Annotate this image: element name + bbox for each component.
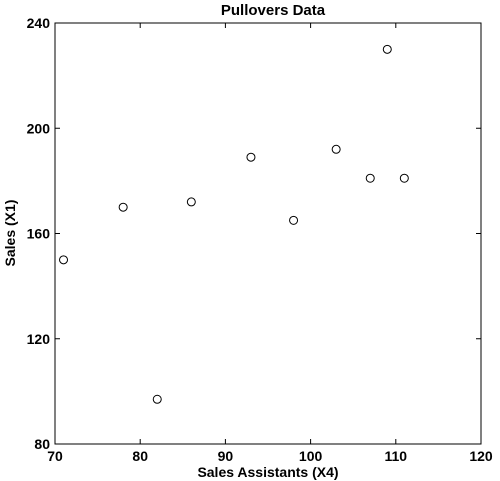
y-tick-label: 160 bbox=[27, 226, 51, 242]
data-point bbox=[399, 173, 409, 183]
y-tick-label: 80 bbox=[34, 436, 50, 452]
data-point bbox=[59, 255, 69, 265]
plot-frame bbox=[54, 22, 482, 445]
data-point bbox=[289, 215, 299, 225]
data-point bbox=[382, 44, 392, 54]
y-axis-label: Sales (X1) bbox=[2, 200, 18, 267]
x-tick-label: 90 bbox=[218, 448, 234, 464]
y-tick-label: 120 bbox=[27, 331, 51, 347]
x-tick-label: 120 bbox=[469, 448, 493, 464]
data-points bbox=[59, 44, 409, 404]
data-point bbox=[186, 197, 196, 207]
data-point bbox=[246, 152, 256, 162]
x-axis-label: Sales Assistants (X4) bbox=[197, 464, 338, 480]
chart-title: Pullovers Data bbox=[221, 2, 326, 19]
data-point bbox=[365, 173, 375, 183]
data-point bbox=[152, 394, 162, 404]
y-tick-label: 200 bbox=[27, 120, 51, 136]
y-tick-label: 240 bbox=[27, 15, 51, 31]
x-tick-label: 80 bbox=[132, 448, 148, 464]
x-tick-label: 70 bbox=[47, 448, 63, 464]
x-tick-label: 110 bbox=[385, 448, 408, 464]
data-point bbox=[331, 144, 341, 154]
x-tick-label: 100 bbox=[299, 448, 323, 464]
data-point bbox=[118, 202, 128, 212]
